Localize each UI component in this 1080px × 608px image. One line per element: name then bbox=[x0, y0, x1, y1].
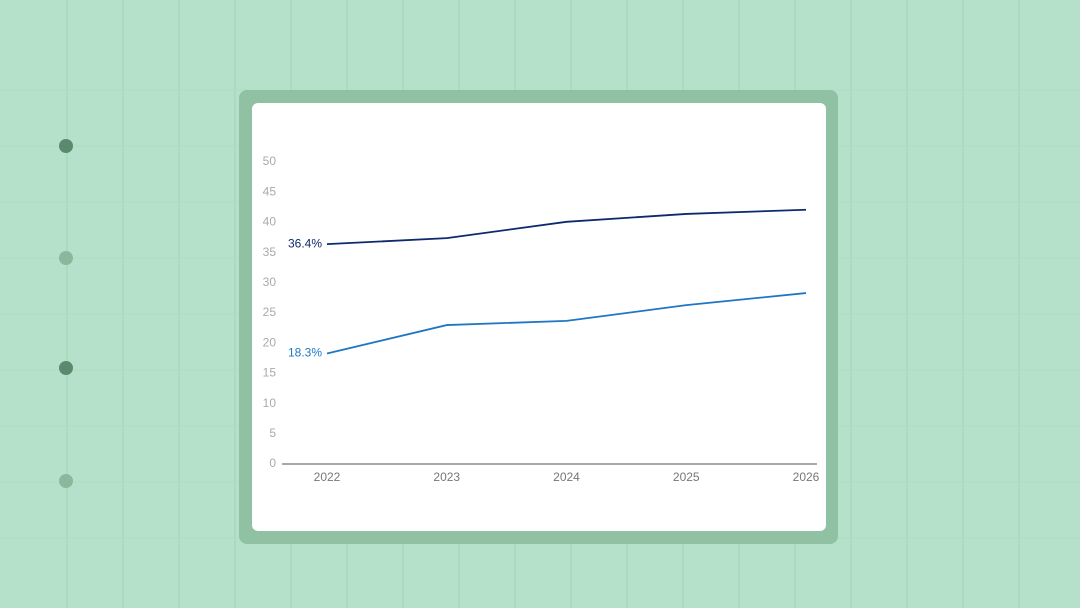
y-tick-label: 15 bbox=[263, 366, 277, 380]
y-tick-label: 30 bbox=[263, 275, 277, 289]
decor-dot bbox=[59, 251, 73, 265]
y-tick-label: 0 bbox=[269, 456, 276, 470]
y-tick-label: 25 bbox=[263, 305, 277, 319]
series-line bbox=[326, 292, 807, 355]
y-tick-label: 50 bbox=[263, 154, 277, 168]
x-tick-label: 2023 bbox=[433, 470, 460, 484]
data-label: 18.3% bbox=[288, 346, 322, 360]
y-tick-label: 35 bbox=[263, 245, 277, 259]
y-tick-label: 45 bbox=[263, 184, 277, 198]
card bbox=[252, 103, 826, 531]
data-label: 36.4% bbox=[288, 236, 322, 250]
y-tick-label: 10 bbox=[263, 396, 277, 410]
y-tick-label: 5 bbox=[269, 426, 276, 440]
x-tick-label: 2026 bbox=[793, 470, 820, 484]
x-tick-label: 2025 bbox=[673, 470, 700, 484]
y-tick-label: 20 bbox=[263, 335, 277, 349]
series-line bbox=[326, 208, 807, 246]
decor-dot bbox=[59, 361, 73, 375]
x-tick-label: 2024 bbox=[553, 470, 580, 484]
decor-dot bbox=[59, 139, 73, 153]
decor-dot bbox=[59, 474, 73, 488]
y-tick-label: 40 bbox=[263, 215, 277, 229]
x-tick-label: 2022 bbox=[314, 470, 341, 484]
